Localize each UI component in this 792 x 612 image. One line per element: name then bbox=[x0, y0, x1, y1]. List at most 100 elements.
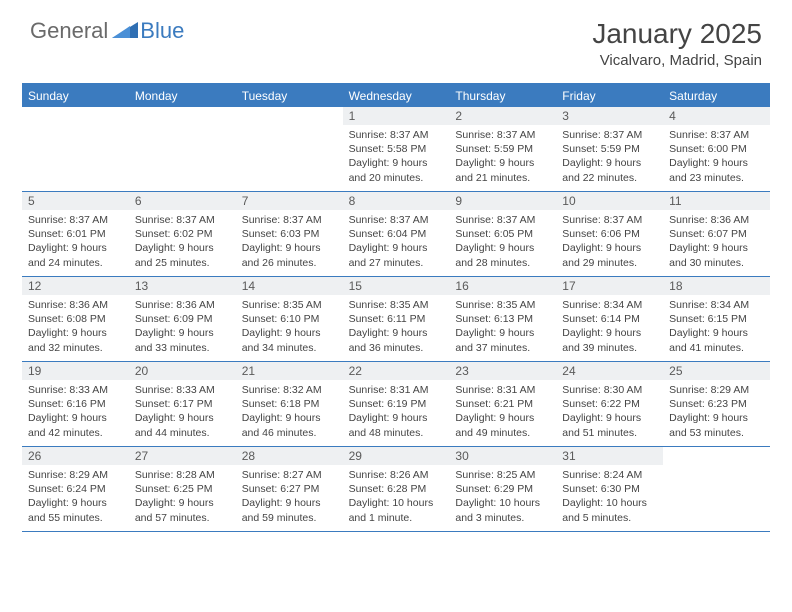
calendar-cell: 4Sunrise: 8:37 AMSunset: 6:00 PMDaylight… bbox=[663, 107, 770, 191]
calendar-cell: 22Sunrise: 8:31 AMSunset: 6:19 PMDayligh… bbox=[343, 362, 450, 446]
calendar-cell: 3Sunrise: 8:37 AMSunset: 5:59 PMDaylight… bbox=[556, 107, 663, 191]
day-number-empty bbox=[236, 107, 343, 125]
day-details: Sunrise: 8:24 AMSunset: 6:30 PMDaylight:… bbox=[556, 465, 663, 529]
day-details: Sunrise: 8:37 AMSunset: 5:59 PMDaylight:… bbox=[449, 125, 556, 189]
day-number: 28 bbox=[236, 447, 343, 465]
calendar-cell: 1Sunrise: 8:37 AMSunset: 5:58 PMDaylight… bbox=[343, 107, 450, 191]
calendar-week: 19Sunrise: 8:33 AMSunset: 6:16 PMDayligh… bbox=[22, 362, 770, 447]
day-number: 26 bbox=[22, 447, 129, 465]
day-details: Sunrise: 8:33 AMSunset: 6:17 PMDaylight:… bbox=[129, 380, 236, 444]
day-number: 9 bbox=[449, 192, 556, 210]
calendar-cell: 11Sunrise: 8:36 AMSunset: 6:07 PMDayligh… bbox=[663, 192, 770, 276]
day-details: Sunrise: 8:35 AMSunset: 6:11 PMDaylight:… bbox=[343, 295, 450, 359]
day-details: Sunrise: 8:35 AMSunset: 6:10 PMDaylight:… bbox=[236, 295, 343, 359]
day-number: 19 bbox=[22, 362, 129, 380]
calendar-cell: 19Sunrise: 8:33 AMSunset: 6:16 PMDayligh… bbox=[22, 362, 129, 446]
location: Vicalvaro, Madrid, Spain bbox=[592, 52, 762, 69]
day-number: 8 bbox=[343, 192, 450, 210]
day-number: 30 bbox=[449, 447, 556, 465]
day-number: 23 bbox=[449, 362, 556, 380]
day-header-sun: Sunday bbox=[22, 85, 129, 107]
day-number: 25 bbox=[663, 362, 770, 380]
calendar-cell: 29Sunrise: 8:26 AMSunset: 6:28 PMDayligh… bbox=[343, 447, 450, 531]
day-header-mon: Monday bbox=[129, 85, 236, 107]
day-number: 11 bbox=[663, 192, 770, 210]
day-header-sat: Saturday bbox=[663, 85, 770, 107]
logo-triangle-icon bbox=[112, 20, 138, 43]
calendar-cell: 25Sunrise: 8:29 AMSunset: 6:23 PMDayligh… bbox=[663, 362, 770, 446]
day-details: Sunrise: 8:34 AMSunset: 6:14 PMDaylight:… bbox=[556, 295, 663, 359]
day-header-wed: Wednesday bbox=[343, 85, 450, 107]
day-details: Sunrise: 8:37 AMSunset: 6:02 PMDaylight:… bbox=[129, 210, 236, 274]
day-details: Sunrise: 8:37 AMSunset: 5:58 PMDaylight:… bbox=[343, 125, 450, 189]
calendar-cell: 20Sunrise: 8:33 AMSunset: 6:17 PMDayligh… bbox=[129, 362, 236, 446]
day-header-tue: Tuesday bbox=[236, 85, 343, 107]
month-title: January 2025 bbox=[592, 18, 762, 50]
calendar-cell: 31Sunrise: 8:24 AMSunset: 6:30 PMDayligh… bbox=[556, 447, 663, 531]
day-number: 22 bbox=[343, 362, 450, 380]
calendar-cell: 2Sunrise: 8:37 AMSunset: 5:59 PMDaylight… bbox=[449, 107, 556, 191]
calendar-cell-empty bbox=[129, 107, 236, 191]
day-header-thu: Thursday bbox=[449, 85, 556, 107]
calendar-cell: 17Sunrise: 8:34 AMSunset: 6:14 PMDayligh… bbox=[556, 277, 663, 361]
day-number: 7 bbox=[236, 192, 343, 210]
day-details: Sunrise: 8:29 AMSunset: 6:23 PMDaylight:… bbox=[663, 380, 770, 444]
calendar: Sunday Monday Tuesday Wednesday Thursday… bbox=[22, 83, 770, 532]
calendar-cell: 15Sunrise: 8:35 AMSunset: 6:11 PMDayligh… bbox=[343, 277, 450, 361]
calendar-week: 12Sunrise: 8:36 AMSunset: 6:08 PMDayligh… bbox=[22, 277, 770, 362]
day-number: 29 bbox=[343, 447, 450, 465]
calendar-cell-empty bbox=[663, 447, 770, 531]
day-details: Sunrise: 8:31 AMSunset: 6:19 PMDaylight:… bbox=[343, 380, 450, 444]
day-number-empty bbox=[22, 107, 129, 125]
day-details: Sunrise: 8:26 AMSunset: 6:28 PMDaylight:… bbox=[343, 465, 450, 529]
day-details: Sunrise: 8:37 AMSunset: 6:01 PMDaylight:… bbox=[22, 210, 129, 274]
calendar-cell: 10Sunrise: 8:37 AMSunset: 6:06 PMDayligh… bbox=[556, 192, 663, 276]
day-number: 16 bbox=[449, 277, 556, 295]
day-details: Sunrise: 8:37 AMSunset: 5:59 PMDaylight:… bbox=[556, 125, 663, 189]
day-number-empty bbox=[129, 107, 236, 125]
day-number: 21 bbox=[236, 362, 343, 380]
calendar-cell: 14Sunrise: 8:35 AMSunset: 6:10 PMDayligh… bbox=[236, 277, 343, 361]
calendar-cell: 5Sunrise: 8:37 AMSunset: 6:01 PMDaylight… bbox=[22, 192, 129, 276]
calendar-week: 5Sunrise: 8:37 AMSunset: 6:01 PMDaylight… bbox=[22, 192, 770, 277]
day-details: Sunrise: 8:29 AMSunset: 6:24 PMDaylight:… bbox=[22, 465, 129, 529]
calendar-cell: 7Sunrise: 8:37 AMSunset: 6:03 PMDaylight… bbox=[236, 192, 343, 276]
day-details: Sunrise: 8:37 AMSunset: 6:06 PMDaylight:… bbox=[556, 210, 663, 274]
day-number: 18 bbox=[663, 277, 770, 295]
day-number: 6 bbox=[129, 192, 236, 210]
day-number: 12 bbox=[22, 277, 129, 295]
calendar-cell: 12Sunrise: 8:36 AMSunset: 6:08 PMDayligh… bbox=[22, 277, 129, 361]
calendar-cell: 16Sunrise: 8:35 AMSunset: 6:13 PMDayligh… bbox=[449, 277, 556, 361]
day-number: 20 bbox=[129, 362, 236, 380]
day-details: Sunrise: 8:31 AMSunset: 6:21 PMDaylight:… bbox=[449, 380, 556, 444]
day-number: 27 bbox=[129, 447, 236, 465]
day-number: 15 bbox=[343, 277, 450, 295]
calendar-cell-empty bbox=[22, 107, 129, 191]
logo: General Blue bbox=[30, 18, 184, 44]
calendar-cell: 21Sunrise: 8:32 AMSunset: 6:18 PMDayligh… bbox=[236, 362, 343, 446]
day-number: 13 bbox=[129, 277, 236, 295]
day-details: Sunrise: 8:36 AMSunset: 6:09 PMDaylight:… bbox=[129, 295, 236, 359]
calendar-cell: 8Sunrise: 8:37 AMSunset: 6:04 PMDaylight… bbox=[343, 192, 450, 276]
calendar-cell: 28Sunrise: 8:27 AMSunset: 6:27 PMDayligh… bbox=[236, 447, 343, 531]
calendar-cell: 30Sunrise: 8:25 AMSunset: 6:29 PMDayligh… bbox=[449, 447, 556, 531]
day-number: 1 bbox=[343, 107, 450, 125]
day-details: Sunrise: 8:36 AMSunset: 6:07 PMDaylight:… bbox=[663, 210, 770, 274]
day-number: 5 bbox=[22, 192, 129, 210]
day-details: Sunrise: 8:37 AMSunset: 6:05 PMDaylight:… bbox=[449, 210, 556, 274]
calendar-cell-empty bbox=[236, 107, 343, 191]
calendar-cell: 13Sunrise: 8:36 AMSunset: 6:09 PMDayligh… bbox=[129, 277, 236, 361]
day-details: Sunrise: 8:37 AMSunset: 6:03 PMDaylight:… bbox=[236, 210, 343, 274]
calendar-cell: 24Sunrise: 8:30 AMSunset: 6:22 PMDayligh… bbox=[556, 362, 663, 446]
day-number: 24 bbox=[556, 362, 663, 380]
header: General Blue January 2025 Vicalvaro, Mad… bbox=[0, 0, 792, 77]
calendar-cell: 9Sunrise: 8:37 AMSunset: 6:05 PMDaylight… bbox=[449, 192, 556, 276]
calendar-cell: 26Sunrise: 8:29 AMSunset: 6:24 PMDayligh… bbox=[22, 447, 129, 531]
day-number: 10 bbox=[556, 192, 663, 210]
calendar-cell: 18Sunrise: 8:34 AMSunset: 6:15 PMDayligh… bbox=[663, 277, 770, 361]
calendar-week: 1Sunrise: 8:37 AMSunset: 5:58 PMDaylight… bbox=[22, 107, 770, 192]
day-number: 2 bbox=[449, 107, 556, 125]
day-details: Sunrise: 8:34 AMSunset: 6:15 PMDaylight:… bbox=[663, 295, 770, 359]
title-block: January 2025 Vicalvaro, Madrid, Spain bbox=[592, 18, 762, 69]
day-details: Sunrise: 8:37 AMSunset: 6:00 PMDaylight:… bbox=[663, 125, 770, 189]
